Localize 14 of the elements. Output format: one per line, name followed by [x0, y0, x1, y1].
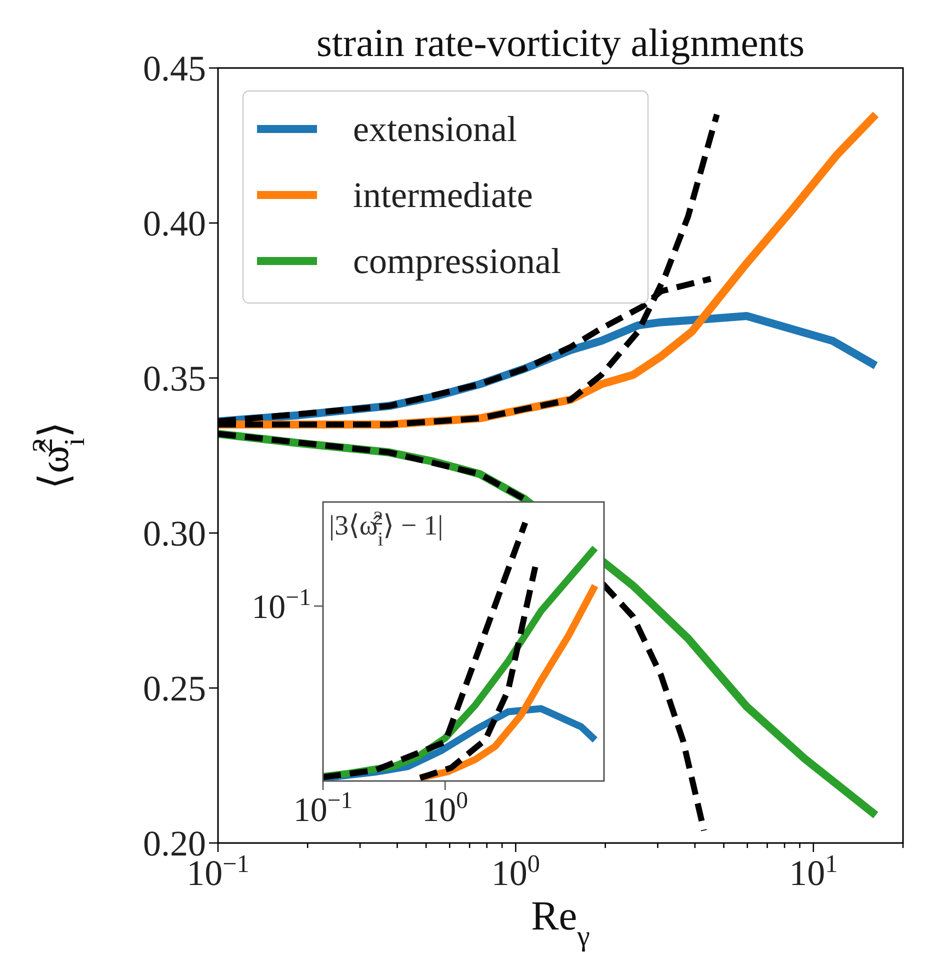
y-tick-label: 0.25: [143, 668, 206, 709]
y-tick-label: 0.40: [143, 204, 206, 244]
legend-label: compressional: [353, 241, 561, 281]
x-tick-label: 10$^{1}$: [789, 850, 838, 893]
legend-label: intermediate: [353, 175, 533, 215]
legend-label: extensional: [353, 109, 517, 149]
y-tick-label: 0.45: [143, 48, 206, 89]
chart-title: strain rate-vorticity alignments: [316, 21, 804, 65]
x-tick-label: 10$^{0}$: [491, 850, 540, 893]
x-axis-title: Re$_{γ}$: [531, 892, 590, 952]
y-tick-label: 0.30: [143, 514, 206, 554]
annotation: 10$^{−1}$: [252, 584, 311, 626]
y-tick-label: 0.35: [143, 358, 206, 399]
x-tick-label: 10$^{0}$: [422, 788, 468, 829]
